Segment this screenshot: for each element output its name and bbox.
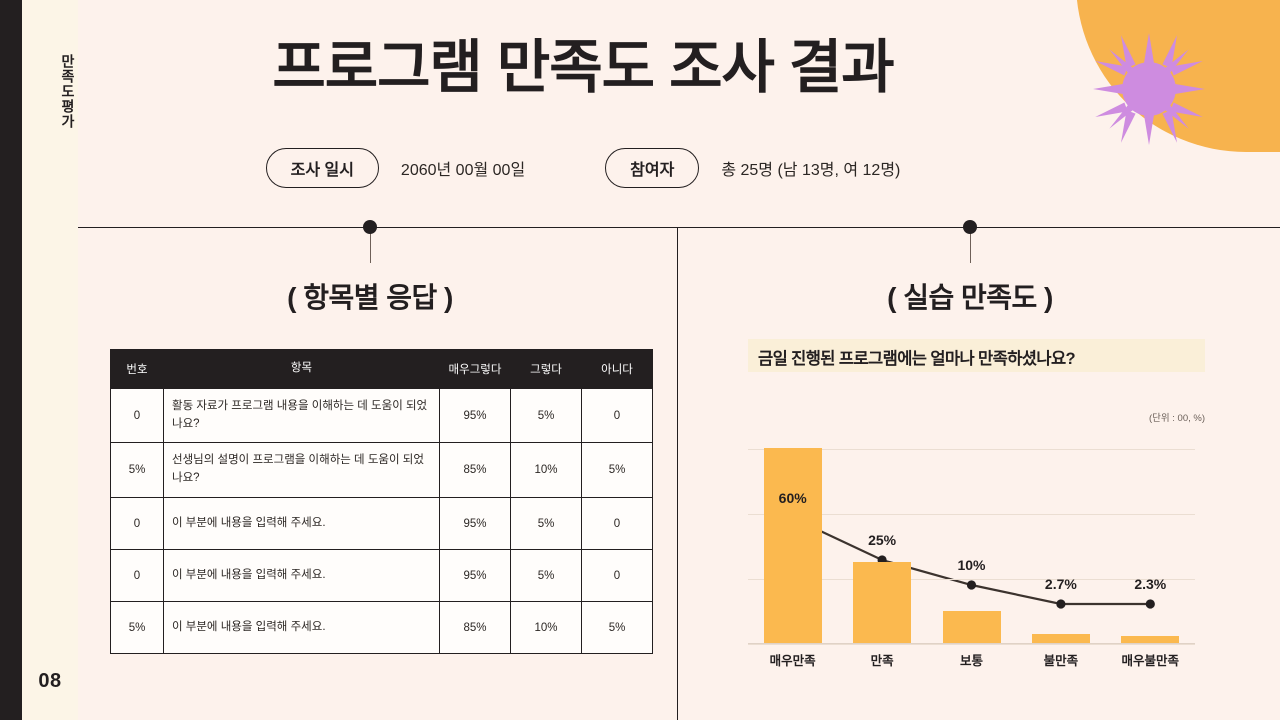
cell-very-agree: 85% xyxy=(439,442,511,499)
cell-disagree: 0 xyxy=(581,387,653,444)
chart-gridline xyxy=(748,514,1195,516)
table-row: 0 활동 자료가 프로그램 내용을 이해하는 데 도움이 되었나요? 95% 5… xyxy=(110,387,653,444)
cell-no: 0 xyxy=(110,387,164,444)
cell-no: 0 xyxy=(110,497,164,551)
page-title: 프로그램 만족도 조사 결과 xyxy=(272,35,894,100)
chart-bar xyxy=(763,448,822,643)
meta-pill-participants: 참여자 xyxy=(605,148,700,188)
table-row: 5% 이 부분에 내용을 입력해 주세요. 85% 10% 5% xyxy=(110,601,653,655)
cell-disagree: 0 xyxy=(581,549,653,603)
chart-gridline xyxy=(748,644,1195,645)
sparkle-icon xyxy=(1093,33,1205,145)
cell-agree: 10% xyxy=(510,442,582,499)
table-header-row: 번호 항목 매우그렇다 그렇다 아니다 xyxy=(110,349,653,389)
vertical-divider xyxy=(677,227,679,720)
meta-pill-survey-date: 조사 일시 xyxy=(265,148,379,188)
cell-agree: 5% xyxy=(510,549,582,603)
responses-table: 번호 항목 매우그렇다 그렇다 아니다 0 활동 자료가 프로그램 내용을 이해… xyxy=(110,349,653,655)
chart-category-label: 매우만족 xyxy=(769,654,816,668)
cell-item: 선생님의 설명이 프로그램을 이해하는 데 도움이 되었나요? xyxy=(163,442,440,499)
section-label-vertical: 만족도평가 xyxy=(60,53,76,129)
table-row: 0 이 부분에 내용을 입력해 주세요. 95% 5% 0 xyxy=(110,549,653,603)
cell-no: 5% xyxy=(110,442,164,499)
rail-dark-strip xyxy=(0,0,22,720)
chart-bar xyxy=(853,561,912,643)
table-header-agree: 그렇다 xyxy=(510,349,582,389)
chart-gridline xyxy=(748,579,1195,581)
chart-category-label: 만족 xyxy=(870,654,894,668)
table-body: 0 활동 자료가 프로그램 내용을 이해하는 데 도움이 되었나요? 95% 5… xyxy=(110,387,653,655)
chart-baseline xyxy=(748,643,1195,644)
table-header-very-agree: 매우그렇다 xyxy=(439,349,511,389)
connector-stem-right xyxy=(969,227,971,263)
chart-subtitle: 금일 진행된 프로그램에는 얼마나 만족하셨나요? xyxy=(758,350,1076,368)
cell-disagree: 0 xyxy=(581,497,653,551)
page-number: 08 xyxy=(38,670,62,692)
cell-agree: 10% xyxy=(510,601,582,655)
meta-row: 조사 일시 2060년 00월 00일 참여자 총 25명 (남 13명, 여 … xyxy=(78,148,1088,188)
meta-value-participants: 총 25명 (남 13명, 여 12명) xyxy=(721,162,901,179)
cell-very-agree: 95% xyxy=(439,497,511,551)
chart-subtitle-band: 금일 진행된 프로그램에는 얼마나 만족하셨나요? xyxy=(748,339,1205,372)
cell-no: 0 xyxy=(110,549,164,603)
cell-agree: 5% xyxy=(510,387,582,444)
right-panel-title: ( 실습 만족도 ) xyxy=(887,282,1053,313)
connector-stem-left xyxy=(369,227,371,263)
meta-value-survey-date: 2060년 00월 00일 xyxy=(400,162,526,179)
table-header-disagree: 아니다 xyxy=(581,349,653,389)
cell-very-agree: 95% xyxy=(439,549,511,603)
table-row: 0 이 부분에 내용을 입력해 주세요. 95% 5% 0 xyxy=(110,497,653,551)
cell-item: 이 부분에 내용을 입력해 주세요. xyxy=(163,549,440,603)
chart-value-label: 25% xyxy=(868,532,897,548)
chart-category-label: 매우불만족 xyxy=(1121,654,1180,668)
chart-value-label: 2.3% xyxy=(1134,576,1167,592)
cell-very-agree: 85% xyxy=(439,601,511,655)
cell-very-agree: 95% xyxy=(439,387,511,444)
rail-cream-strip xyxy=(22,0,78,720)
chart-bar xyxy=(942,610,1001,643)
chart-category-label: 불만족 xyxy=(1043,654,1079,668)
cell-no: 5% xyxy=(110,601,164,655)
chart-value-label: 2.7% xyxy=(1044,576,1077,592)
connector-node-right xyxy=(963,220,977,234)
chart-gridline xyxy=(748,449,1195,451)
chart-category-label: 보통 xyxy=(959,654,984,668)
cell-item: 활동 자료가 프로그램 내용을 이해하는 데 도움이 되었나요? xyxy=(163,387,440,444)
chart-bar xyxy=(1121,635,1180,643)
connector-node-left xyxy=(363,220,377,234)
table-header-no: 번호 xyxy=(110,349,164,389)
chart-unit-note: (단위 : 00, %) xyxy=(1148,413,1205,424)
satisfaction-chart: 60% 25% 10% 2.7% 2.3% xyxy=(748,430,1195,645)
table-head: 번호 항목 매우그렇다 그렇다 아니다 xyxy=(110,349,653,389)
table-row: 5% 선생님의 설명이 프로그램을 이해하는 데 도움이 되었나요? 85% 1… xyxy=(110,442,653,499)
cell-item: 이 부분에 내용을 입력해 주세요. xyxy=(163,497,440,551)
table-header-item: 항목 xyxy=(163,349,440,389)
chart-value-label: 60% xyxy=(778,490,807,506)
left-panel-title: ( 항목별 응답 ) xyxy=(287,282,453,313)
horizontal-divider xyxy=(78,227,1280,229)
cell-item: 이 부분에 내용을 입력해 주세요. xyxy=(163,601,440,655)
chart-bar xyxy=(1031,634,1090,643)
chart-value-label: 10% xyxy=(957,557,986,573)
cell-disagree: 5% xyxy=(581,442,653,499)
cell-agree: 5% xyxy=(510,497,582,551)
cell-disagree: 5% xyxy=(581,601,653,655)
